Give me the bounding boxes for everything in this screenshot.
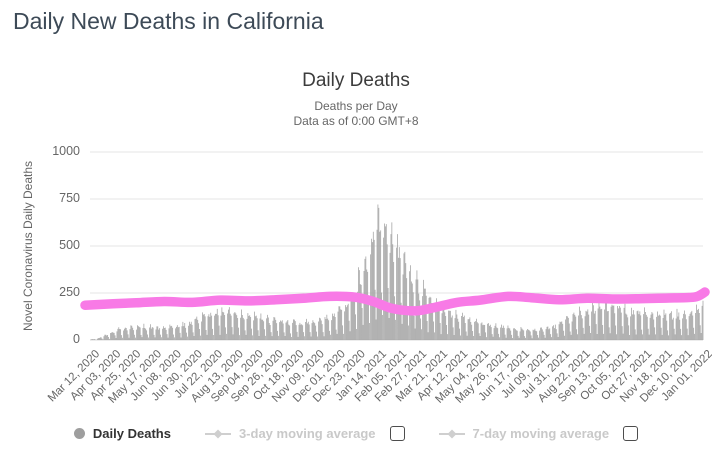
chart-title: Daily Deaths [302,70,410,91]
chart-data-as-of: Data as of 0:00 GMT+8 [293,114,419,128]
chart-subtitle: Deaths per Day [314,99,398,113]
legend-item-daily-deaths[interactable]: Daily Deaths [73,426,171,441]
y-tick-label: 250 [59,285,80,299]
ma7-line-marker-icon [438,429,465,438]
highlighted-average-line [80,287,710,316]
daily-deaths-bars [90,204,704,340]
y-tick-label: 0 [73,332,80,346]
y-tick-label: 500 [59,238,80,252]
page-title: Daily New Deaths in California [13,8,324,34]
ma3-line-marker-icon [204,429,231,438]
legend-label-7day-ma: 7-day moving average [472,426,610,441]
ma7-checkbox[interactable] [623,426,639,441]
legend-label-3day-ma: 3-day moving average [238,426,376,441]
legend-label-daily-deaths: Daily Deaths [92,426,171,441]
daily-deaths-marker-icon [73,428,85,439]
y-tick-label: 1000 [52,144,80,158]
legend-item-3day-ma[interactable]: 3-day moving average [204,426,376,441]
legend-item-7day-ma[interactable]: 7-day moving average [438,426,610,441]
ma3-checkbox[interactable] [389,426,405,441]
y-tick-label: 750 [59,191,80,205]
legend: Daily Deaths 3-day moving average 7-day … [0,426,712,441]
